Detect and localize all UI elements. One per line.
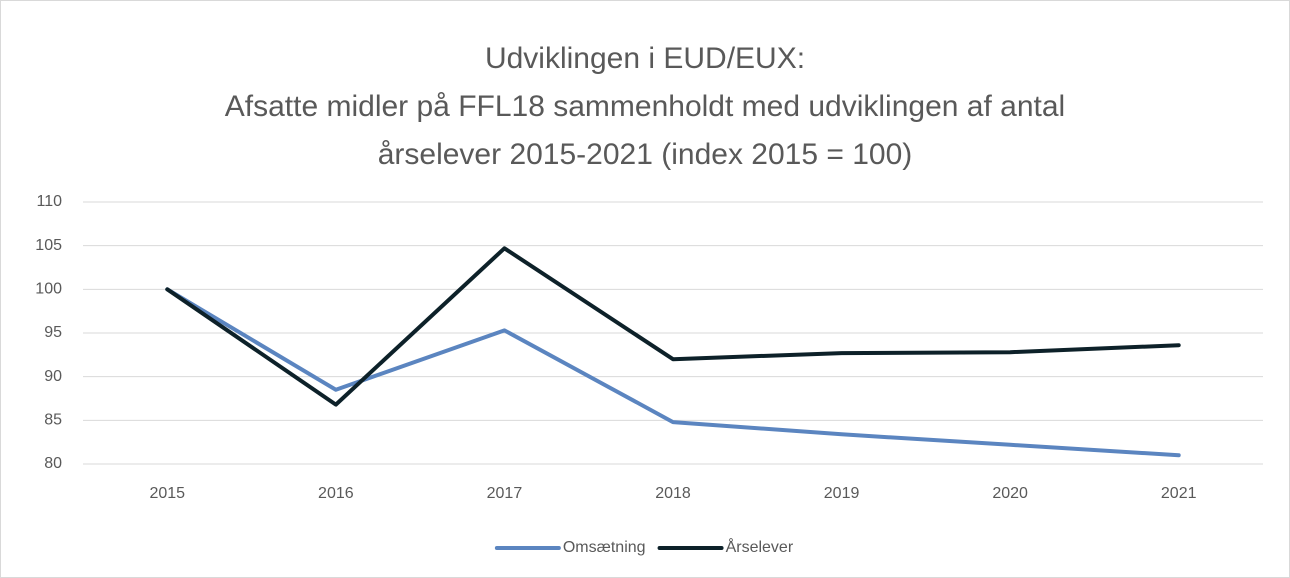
chart-title: Udviklingen i EUD/EUX: — [485, 42, 805, 75]
chart-title: årselever 2015-2021 (index 2015 = 100) — [378, 138, 913, 171]
x-tick-label: 2018 — [655, 485, 691, 502]
x-tick-label: 2015 — [149, 485, 185, 502]
x-tick-label: 2017 — [487, 485, 523, 502]
series-line — [165, 246, 1181, 407]
y-tick-label: 95 — [44, 324, 62, 341]
x-tick-label: 2019 — [824, 485, 860, 502]
legend-label: Omsætning — [563, 539, 646, 556]
x-tick-label: 2021 — [1161, 485, 1197, 502]
legend-label: Årselever — [726, 537, 794, 556]
y-tick-label: 80 — [44, 455, 62, 472]
x-tick-label: 2020 — [992, 485, 1028, 502]
x-tick-label: 2016 — [318, 485, 354, 502]
y-tick-label: 100 — [35, 281, 62, 298]
y-tick-label: 90 — [44, 368, 62, 385]
series-line — [165, 287, 1181, 458]
y-tick-label: 110 — [36, 193, 62, 210]
chart-title: Afsatte midler på FFL18 sammenholdt med … — [225, 90, 1065, 123]
y-tick-label: 105 — [35, 237, 62, 254]
y-tick-label: 85 — [44, 412, 62, 429]
